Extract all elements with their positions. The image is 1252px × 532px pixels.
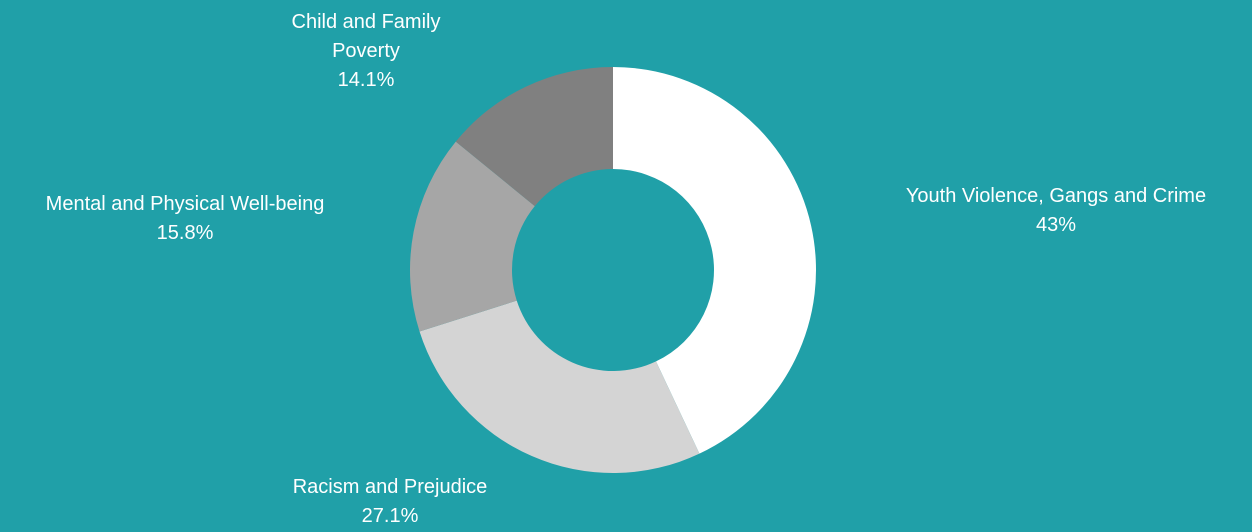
slice-percent: 15.8%	[156, 222, 214, 244]
slice-name: Racism and Prejudice	[292, 476, 488, 498]
slice-label-racism: Racism and Prejudice 27.1%	[240, 473, 540, 531]
donut-slice-1	[419, 300, 700, 473]
slice-label-mental-wellbeing: Mental and Physical Well-being 15.8%	[0, 190, 370, 248]
donut-slice-2	[410, 141, 535, 332]
slice-name: Youth Violence, Gangs and Crime	[905, 185, 1207, 207]
slice-name: Child and Family Poverty	[291, 11, 441, 62]
slice-percent: 27.1%	[361, 505, 419, 527]
donut-slice-3	[455, 67, 613, 207]
donut-slice-0	[613, 67, 816, 454]
donut-slices	[410, 67, 816, 473]
slice-label-child-poverty: Child and Family Poverty 14.1%	[256, 8, 476, 95]
slice-percent: 14.1%	[337, 69, 395, 91]
slice-label-youth-violence: Youth Violence, Gangs and Crime 43%	[860, 182, 1252, 240]
slice-percent: 43%	[1035, 214, 1077, 236]
slice-name: Mental and Physical Well-being	[45, 193, 325, 215]
